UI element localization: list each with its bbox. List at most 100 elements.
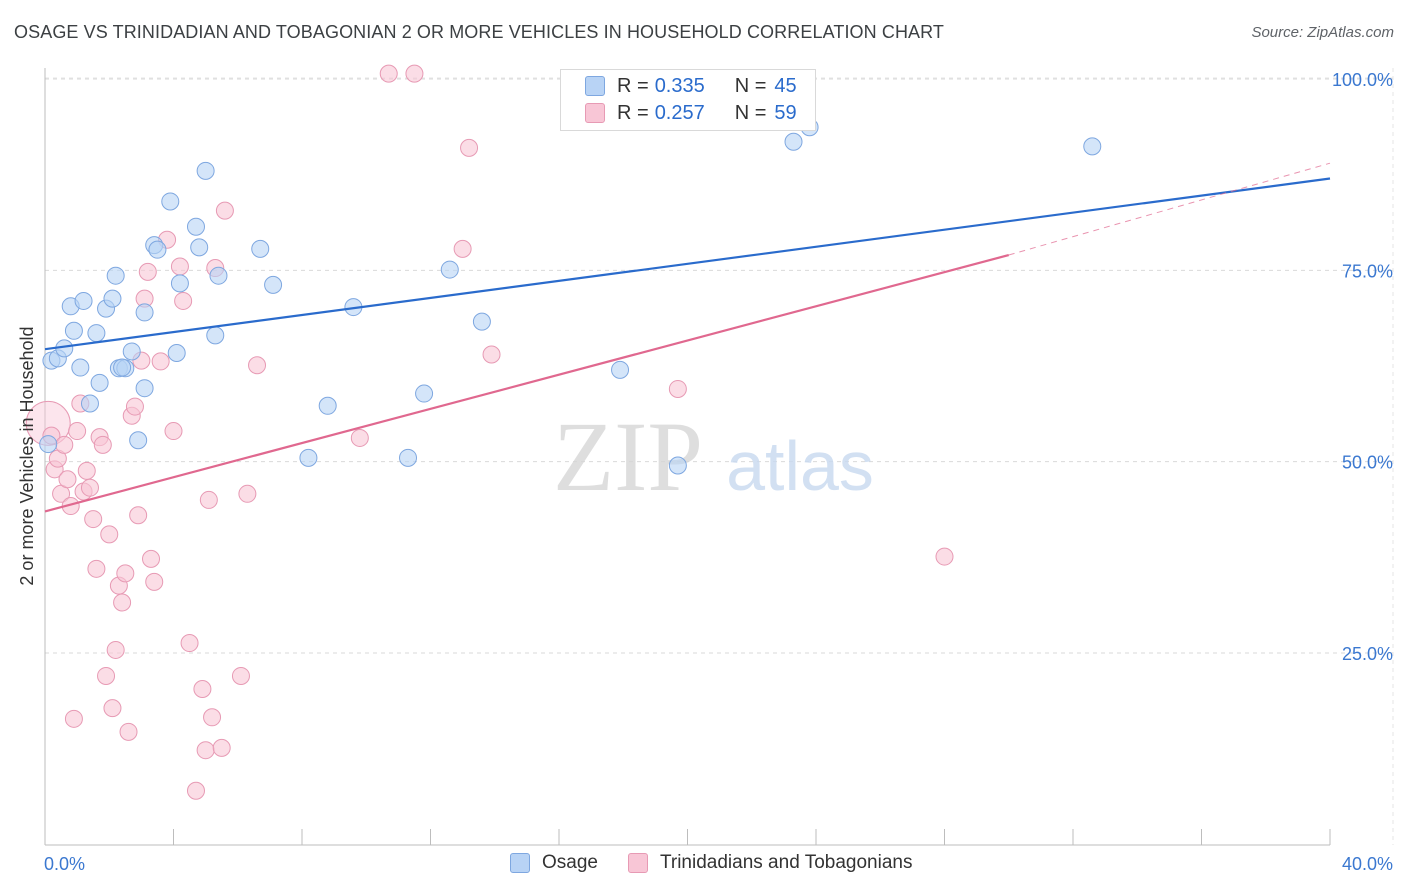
series-swatch-trinidadians xyxy=(627,853,648,873)
trinidadian-point xyxy=(80,478,99,497)
osage-point xyxy=(611,360,630,379)
osage-point xyxy=(472,312,491,331)
trinidadian-point xyxy=(453,239,472,258)
y-tick-label: 100.0% xyxy=(1332,70,1393,90)
legend-row-trinidadians: R = 0.257 N = 59 xyxy=(585,100,797,126)
osage-point xyxy=(186,217,205,236)
trinidadian-point xyxy=(174,291,193,310)
trinidadian-point xyxy=(196,741,215,760)
osage-point xyxy=(190,238,209,257)
trinidadian-point xyxy=(116,564,135,583)
trinidadian-point xyxy=(231,666,250,685)
osage-point xyxy=(299,448,318,467)
osage-point xyxy=(440,260,459,279)
osage-point xyxy=(129,431,148,450)
trinidadian-point xyxy=(97,666,116,685)
osage-point xyxy=(122,342,141,361)
osage-point xyxy=(399,448,418,467)
correlation-legend: R = 0.335 N = 45 R = 0.257 N = 59 xyxy=(560,69,816,131)
osage-point xyxy=(209,266,228,285)
trinidadian-point xyxy=(460,138,479,157)
trinidadian-point xyxy=(77,461,96,480)
trinidadian-point xyxy=(68,422,87,441)
trinidadian-point xyxy=(180,634,199,653)
axes xyxy=(44,68,1331,846)
trinidadian-point xyxy=(164,422,183,441)
legend-r-label: R = xyxy=(617,101,649,124)
trinidadian-point xyxy=(170,257,189,276)
y-axis-title: 2 or more Vehicles in Household xyxy=(17,326,37,585)
osage-point xyxy=(74,291,93,310)
trinidadian-point xyxy=(142,549,161,568)
osage-point xyxy=(148,240,167,259)
trinidadian-point xyxy=(145,572,164,591)
trinidadian-point xyxy=(87,559,106,578)
trinidadian-point xyxy=(58,470,77,489)
trinidadian-point xyxy=(84,510,103,529)
y-tick-label: 50.0% xyxy=(1342,453,1393,473)
osage-point xyxy=(1083,137,1102,156)
legend-n-value: 59 xyxy=(774,101,797,124)
y-tick-label: 25.0% xyxy=(1342,644,1393,664)
osage-point xyxy=(113,358,132,377)
osage-point xyxy=(71,358,90,377)
watermark-zip: ZIP xyxy=(553,401,703,512)
source-label: Source: ZipAtlas.com xyxy=(1251,24,1394,41)
osage-point xyxy=(39,435,58,454)
trinidadian-point xyxy=(93,435,112,454)
trinidadian-point xyxy=(668,379,687,398)
x-tick-label-min: 0.0% xyxy=(44,854,85,874)
series-legend-osage: Osage xyxy=(510,852,598,874)
trinidadian-point xyxy=(64,709,83,728)
trinidadian-point xyxy=(119,722,138,741)
trinidadian-point xyxy=(151,352,170,371)
trinidadian-point xyxy=(350,428,369,447)
osage-point xyxy=(167,343,186,362)
trinidadian-point xyxy=(193,679,212,698)
trinidadian-point xyxy=(935,547,954,566)
osage-point xyxy=(87,324,106,343)
osage-point xyxy=(106,266,125,285)
osage-point xyxy=(135,303,154,322)
trinidadian-point xyxy=(103,699,122,718)
osage-point xyxy=(170,274,189,293)
trinidadian-point xyxy=(125,397,144,416)
osage-point xyxy=(103,289,122,308)
trinidadian-point xyxy=(212,738,231,757)
trinidadian-point xyxy=(238,484,257,503)
trinidadian-point xyxy=(482,345,501,364)
osage-point xyxy=(784,132,803,151)
trinidadian-point xyxy=(379,64,398,83)
osage-point xyxy=(668,456,687,475)
trinidadian-point xyxy=(248,356,267,375)
data-points xyxy=(25,64,1102,800)
osage-point xyxy=(80,394,99,413)
series-label-osage: Osage xyxy=(542,852,598,873)
osage-point xyxy=(251,239,270,258)
osage-point xyxy=(135,379,154,398)
chart-title: OSAGE VS TRINIDADIAN AND TOBAGONIAN 2 OR… xyxy=(14,22,945,42)
watermark-atlas: atlas xyxy=(726,427,874,505)
osage-point xyxy=(64,321,83,340)
osage-point xyxy=(415,384,434,403)
legend-n-label: N = xyxy=(734,101,767,124)
trinidadian-point xyxy=(55,435,74,454)
osage-point xyxy=(318,396,337,415)
trinidadian-point xyxy=(203,708,222,727)
osage-point xyxy=(90,373,109,392)
y-tick-label: 75.0% xyxy=(1342,261,1393,281)
x-tick-label-max: 40.0% xyxy=(1342,854,1393,874)
osage-point xyxy=(264,275,283,294)
trinidadian-trend-line xyxy=(44,253,1010,513)
legend-r-value: 0.335 xyxy=(654,74,705,97)
osage-trend-line xyxy=(44,177,1331,351)
trinidadian-point xyxy=(106,640,125,659)
trinidadian-point xyxy=(186,781,205,800)
legend-r-value: 0.257 xyxy=(654,101,705,124)
trinidadian-point xyxy=(129,506,148,525)
trend-lines xyxy=(44,162,1331,513)
legend-row-osage: R = 0.335 N = 45 xyxy=(585,73,797,99)
osage-point xyxy=(206,326,225,345)
trinidadian-point xyxy=(199,490,218,509)
